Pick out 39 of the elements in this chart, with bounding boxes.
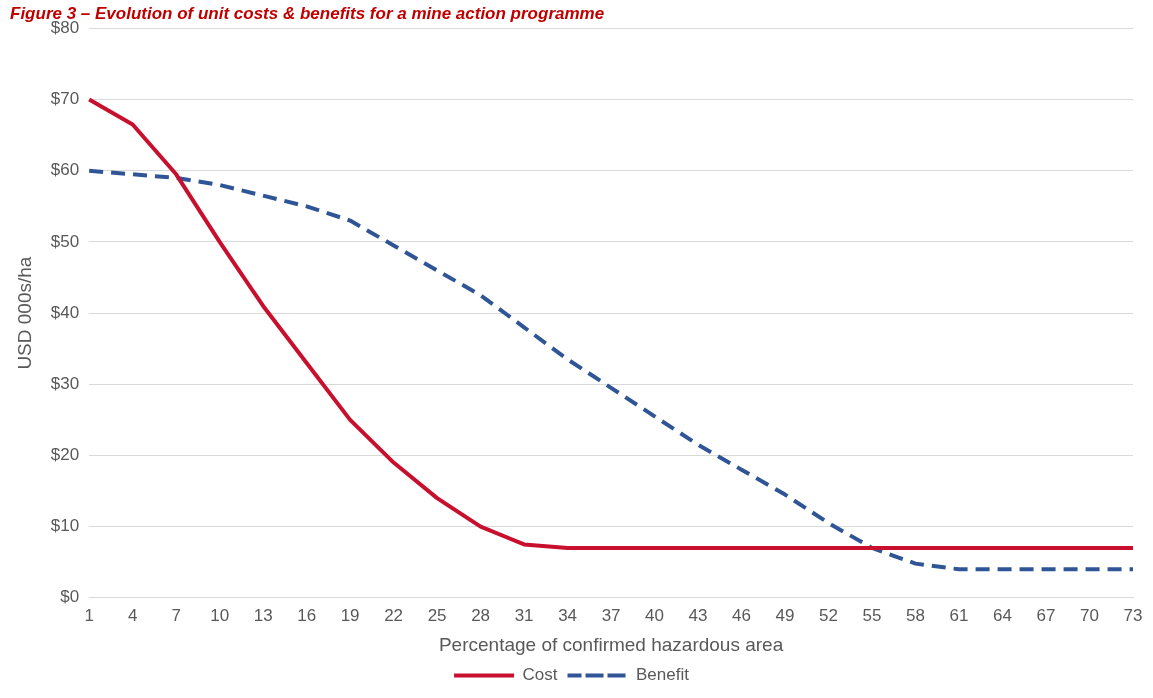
x-tick-label: 49 [775, 605, 795, 625]
x-tick-label: 52 [819, 605, 839, 625]
y-tick-label: $40 [50, 302, 80, 322]
x-tick-label: 46 [732, 605, 752, 625]
line-series [87, 168, 1135, 572]
x-tick-label: 10 [210, 605, 230, 625]
x-tick-label: 55 [862, 605, 882, 625]
x-tick-label: 31 [514, 605, 534, 625]
legend-label: Benefit [636, 665, 690, 685]
x-tick-label: 67 [1036, 605, 1056, 625]
x-tick-label: 70 [1080, 605, 1099, 625]
x-tick-label: 4 [127, 605, 138, 625]
x-tick-label: 73 [1123, 605, 1143, 625]
legend-label: Cost [522, 665, 558, 685]
x-tick-label: 34 [558, 605, 578, 625]
x-tick-label: 7 [171, 605, 181, 625]
y-tick-label: $30 [50, 373, 80, 393]
y-tick-label: $50 [50, 231, 80, 251]
x-tick-label: 25 [427, 605, 447, 625]
x-tick-label: 1 [84, 605, 94, 625]
x-tick-label: 61 [949, 605, 969, 625]
x-tick-label: 37 [601, 605, 621, 625]
y-tick-label: $10 [50, 516, 80, 536]
x-axis-title: Percentage of confirmed hazardous area [438, 633, 784, 655]
x-tick-label: 28 [471, 605, 491, 625]
x-tick-label: 43 [688, 605, 708, 625]
x-tick-label: 16 [297, 605, 317, 625]
x-tick-label: 22 [384, 605, 404, 625]
y-tick-label: $70 [50, 89, 80, 109]
y-tick-label: $0 [60, 587, 80, 607]
x-tick-label: 64 [993, 605, 1012, 625]
x-tick-label: 13 [253, 605, 273, 625]
x-tick-label: 19 [340, 605, 360, 625]
y-tick-label: $80 [50, 18, 80, 38]
y-tick-label: $20 [50, 445, 80, 465]
x-tick-label: 40 [645, 605, 665, 625]
x-tick-label: 58 [906, 605, 925, 625]
y-tick-label: $60 [50, 160, 80, 180]
y-axis-title: USD 000s/ha [13, 256, 35, 370]
